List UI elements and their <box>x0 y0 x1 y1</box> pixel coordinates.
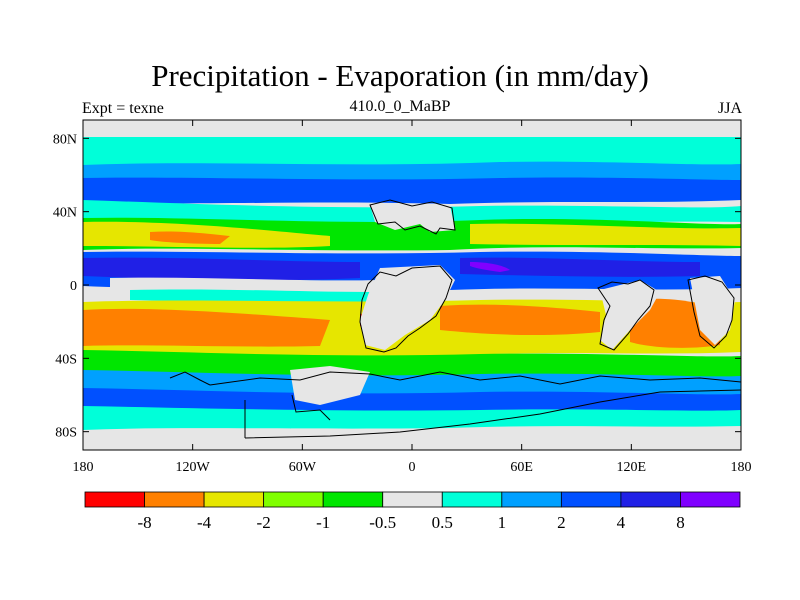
contour-field <box>83 120 741 450</box>
map-title: Precipitation - Evaporation (in mm/day) <box>151 58 649 93</box>
colorbar-label: -2 <box>257 513 271 532</box>
lat-tick-label: 40S <box>55 352 77 367</box>
lon-tick-label: 180 <box>731 460 752 475</box>
colorbar-swatch <box>263 491 324 508</box>
colorbar-swatch <box>620 491 681 508</box>
colorbar-label: -0.5 <box>369 513 396 532</box>
colorbar-swatch <box>322 491 384 508</box>
lon-tick-label: 60W <box>289 460 317 475</box>
colorbar-swatch <box>144 491 205 508</box>
lon-tick-label: 0 <box>409 460 416 475</box>
colorbar-label: 4 <box>617 513 626 532</box>
coastlines <box>169 199 741 439</box>
latitude-axis: 80N 40N 0 40S 80S <box>53 132 741 441</box>
colorbar-swatch <box>84 491 145 508</box>
colorbar-swatch <box>560 491 622 508</box>
time-label: 410.0_0_MaBP <box>349 98 451 115</box>
colorbar-label: 2 <box>557 513 566 532</box>
colorbar-label: -8 <box>137 513 151 532</box>
season-label: JJA <box>717 100 742 117</box>
lat-tick-label: 40N <box>53 206 77 221</box>
colorbar-swatch <box>441 491 503 508</box>
experiment-label: Expt = texne <box>82 100 164 117</box>
colorbar-swatch <box>680 491 741 508</box>
longitude-axis: 180 120W 60W 0 60E 120E 180 <box>73 120 752 475</box>
lat-tick-label: 80S <box>55 426 77 441</box>
colorbar-label: -1 <box>316 513 330 532</box>
colorbar-swatch <box>382 491 443 508</box>
lon-tick-label: 60E <box>510 460 533 475</box>
lat-tick-label: 80N <box>53 132 77 147</box>
colorbar-label: 0.5 <box>432 513 453 532</box>
colorbar-label: 1 <box>498 513 507 532</box>
lat-tick-label: 0 <box>70 279 77 294</box>
colorbar-swatch <box>501 491 562 508</box>
lon-tick-label: 120E <box>617 460 647 475</box>
colorbar-label: -4 <box>197 513 212 532</box>
lon-tick-label: 120W <box>176 460 211 475</box>
colorbar-label: 8 <box>676 513 685 532</box>
colorbar: -8 -4 -2 -1 -0.5 0.5 1 2 4 8 <box>84 491 741 532</box>
colorbar-swatch <box>203 491 265 508</box>
lon-tick-label: 180 <box>73 460 94 475</box>
